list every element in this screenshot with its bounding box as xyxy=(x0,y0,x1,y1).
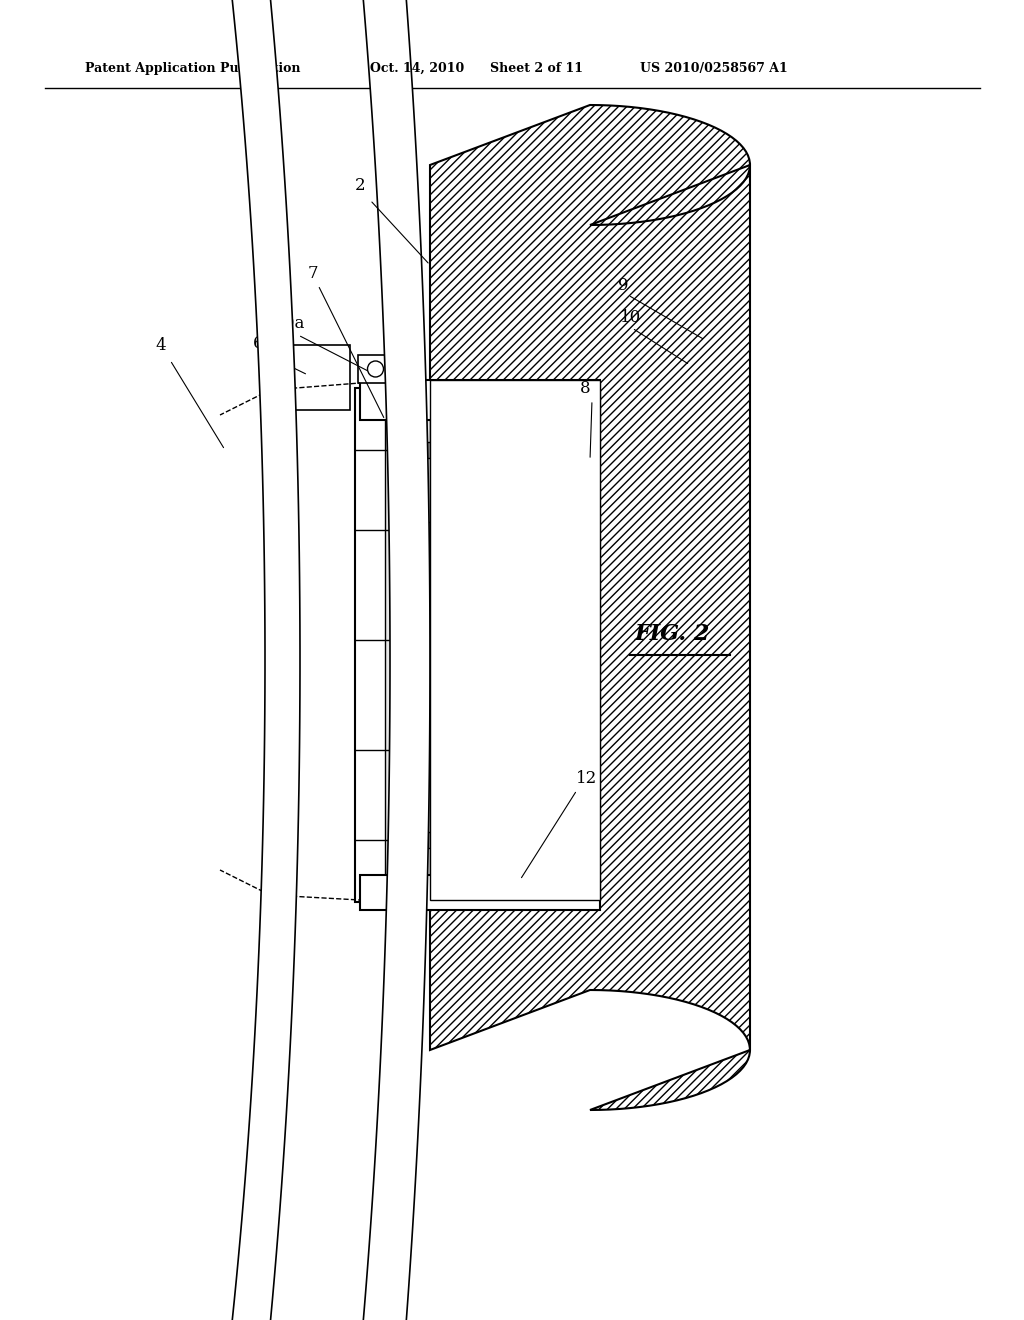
Text: 4: 4 xyxy=(155,337,166,354)
Text: 9a: 9a xyxy=(284,315,304,333)
Text: FIG. 2: FIG. 2 xyxy=(635,623,711,645)
Bar xyxy=(360,380,600,420)
Bar xyxy=(385,395,430,895)
Bar xyxy=(415,742,445,758)
Polygon shape xyxy=(364,0,430,1320)
Polygon shape xyxy=(430,106,750,1110)
Bar xyxy=(355,388,440,902)
Text: 2: 2 xyxy=(355,177,366,194)
Text: US 2010/0258567 A1: US 2010/0258567 A1 xyxy=(640,62,787,75)
Text: 8: 8 xyxy=(580,380,591,397)
Polygon shape xyxy=(214,0,300,1320)
Bar xyxy=(285,345,350,411)
Bar xyxy=(415,442,445,458)
Bar xyxy=(360,875,600,909)
Text: 9: 9 xyxy=(618,277,629,294)
Bar xyxy=(415,521,445,539)
Text: 7: 7 xyxy=(308,265,318,282)
Bar xyxy=(415,832,445,847)
Bar xyxy=(440,389,600,900)
Circle shape xyxy=(368,360,384,378)
Text: Oct. 14, 2010: Oct. 14, 2010 xyxy=(370,62,464,75)
Bar xyxy=(415,632,445,648)
Text: Patent Application Publication: Patent Application Publication xyxy=(85,62,300,75)
Bar xyxy=(360,389,600,900)
Bar xyxy=(430,380,600,900)
Text: 6: 6 xyxy=(253,335,263,352)
Bar xyxy=(358,355,393,383)
Text: 10: 10 xyxy=(620,309,641,326)
Text: Sheet 2 of 11: Sheet 2 of 11 xyxy=(490,62,583,75)
Text: 12: 12 xyxy=(575,770,597,787)
